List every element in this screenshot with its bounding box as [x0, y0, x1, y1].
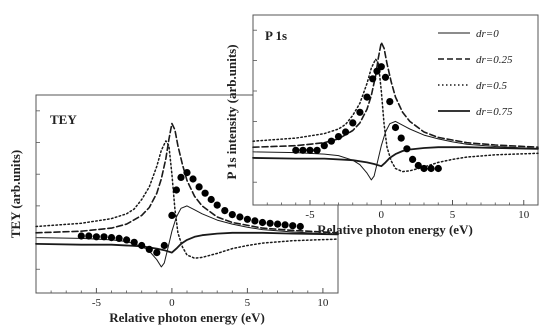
tey-data-point — [145, 245, 153, 253]
tey-x-tick-label: 0 — [169, 297, 175, 309]
tey-data-point — [201, 189, 209, 197]
p1s-data-point — [397, 134, 405, 142]
tey-data-point — [92, 233, 100, 241]
tey-y-axis-title: TEY (arb.units) — [8, 150, 23, 238]
p1s-data-point — [356, 108, 364, 116]
p1s-series-dr-0-5 — [252, 58, 539, 173]
tey-data-point — [195, 183, 203, 191]
tey-data-point — [289, 222, 297, 230]
p1s-data-point — [334, 133, 343, 141]
tey-data-point — [266, 219, 274, 227]
tey-data-point — [168, 211, 176, 219]
tey-data-point — [258, 218, 267, 227]
p1s-data-point — [320, 142, 328, 150]
p1s-x-tick-label: 0 — [379, 209, 385, 221]
p1s-data-point — [292, 146, 300, 154]
tey-data-point — [189, 175, 197, 183]
p1s-data-point — [363, 93, 371, 101]
p1s-data-point — [381, 73, 390, 81]
p1s-data-point — [373, 67, 381, 75]
p1s-y-axis-title: P 1s intensity (arb.units) — [224, 44, 239, 179]
legend-label: dr=0.5 — [476, 80, 507, 92]
tey-data-point — [153, 249, 161, 257]
tey-data-point — [85, 232, 93, 240]
p1s-x-tick-label: -5 — [305, 209, 315, 221]
tey-data-point — [100, 233, 108, 241]
p1s-panel-label: P 1s — [265, 28, 287, 43]
tey-data-point — [115, 234, 123, 242]
p1s-legend: dr=0 dr=0.25 dr=0.5 dr=0.75 — [438, 28, 513, 118]
legend-label: dr=0 — [476, 28, 499, 40]
tey-data-point — [172, 186, 180, 194]
p1s-series-dr-0-75 — [252, 146, 539, 168]
p1s-x-tick-label: 10 — [518, 209, 530, 221]
tey-x-tick-label: 10 — [317, 297, 329, 309]
tey-ticks: -5 0 5 10 — [35, 110, 339, 309]
tey-data-point — [274, 220, 282, 228]
legend-label: dr=0.25 — [476, 54, 513, 66]
tey-data-point — [160, 241, 168, 250]
tey-data-point — [236, 213, 244, 221]
tey-data-point — [207, 195, 215, 204]
tey-data-point — [77, 232, 85, 240]
tey-data-point — [221, 207, 229, 215]
p1s-ticks: -5 0 5 10 — [252, 29, 539, 221]
p1s-x-axis-title: Relative photon energy (eV) — [317, 222, 473, 237]
tey-series-dr-0-75 — [35, 231, 339, 254]
legend-label: dr=0.75 — [476, 106, 513, 118]
tey-x-axis-title: Relative photon energy (eV) — [109, 310, 265, 325]
tey-data-point — [177, 173, 185, 181]
tey-data-point — [296, 222, 304, 231]
p1s-data-point — [386, 98, 394, 106]
tey-data-point — [281, 221, 289, 229]
p1s-data-point — [313, 146, 321, 154]
p1s-data-point — [377, 63, 385, 71]
tey-data-point — [107, 234, 116, 242]
tey-x-tick-label: -5 — [92, 297, 102, 309]
p1s-data-point — [414, 161, 422, 170]
p1s-data-point — [349, 119, 357, 127]
p1s-data-point — [409, 155, 417, 163]
tey-data-point — [251, 217, 259, 225]
p1s-data-point — [420, 164, 428, 173]
tey-data-point — [123, 236, 131, 244]
p1s-panel: -5 0 5 10 P 1s Relative photon energy (eV) … — [224, 14, 539, 237]
tey-data-point — [243, 215, 251, 223]
tey-data-point — [130, 238, 138, 246]
p1s-data-point — [427, 164, 435, 173]
p1s-plot-frame — [252, 14, 539, 206]
p1s-data-point — [369, 75, 377, 83]
tey-x-tick-label: 5 — [245, 297, 251, 309]
p1s-data-point — [342, 128, 350, 136]
p1s-data-point — [306, 146, 314, 154]
p1s-data-point — [434, 164, 442, 173]
p1s-data-point — [391, 123, 400, 132]
tey-data-point — [213, 201, 221, 209]
p1s-marks — [252, 41, 539, 181]
tey-data-point — [228, 211, 236, 219]
p1s-data-point — [403, 145, 411, 153]
tey-marks — [35, 122, 339, 268]
tey-data-point — [138, 241, 146, 250]
p1s-x-tick-label: 5 — [450, 209, 456, 221]
p1s-data-point — [299, 146, 307, 154]
p1s-data-point — [327, 137, 335, 145]
tey-series-dr-0-25 — [35, 122, 339, 234]
tey-panel-label: TEY — [50, 112, 77, 127]
tey-data-point — [183, 169, 191, 177]
